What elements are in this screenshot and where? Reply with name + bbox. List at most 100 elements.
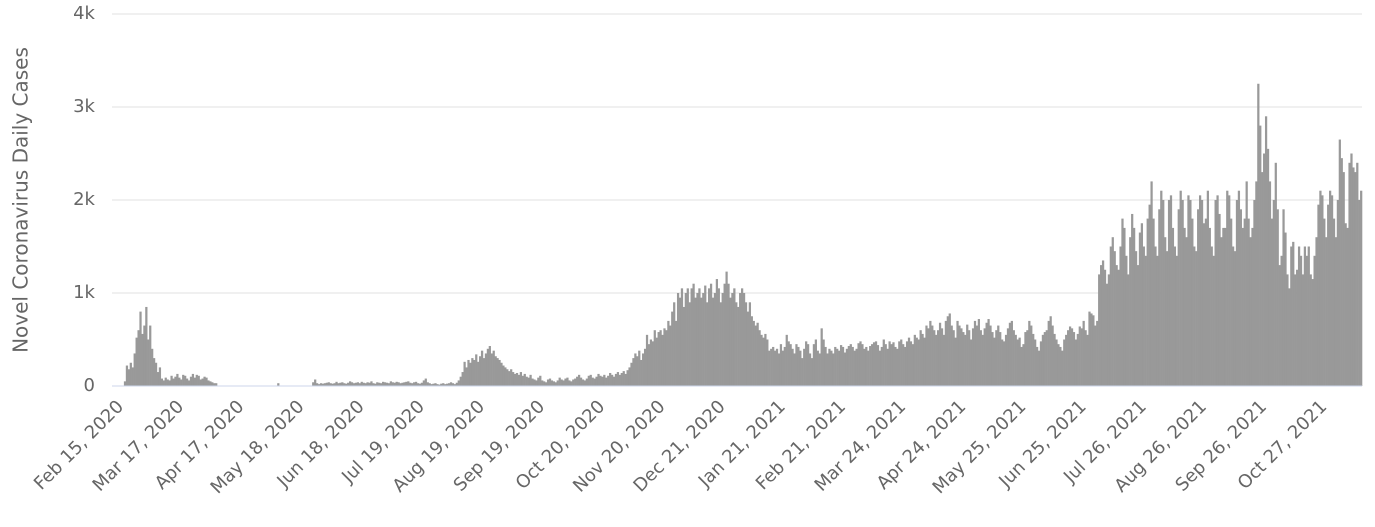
- bar: [744, 302, 748, 386]
- bar: [719, 302, 722, 386]
- bar: [160, 378, 163, 386]
- bar: [702, 293, 705, 386]
- bar: [921, 333, 924, 386]
- bar: [1224, 227, 1227, 386]
- bar: [401, 382, 404, 386]
- bar: [391, 382, 394, 386]
- bar: [735, 302, 738, 386]
- bar: [512, 372, 515, 386]
- bar: [828, 348, 831, 386]
- bar: [1321, 195, 1324, 386]
- bar: [184, 375, 187, 386]
- bar: [1346, 227, 1349, 386]
- bar: [737, 306, 740, 386]
- bar: [892, 342, 895, 386]
- bar: [1138, 232, 1142, 386]
- bar: [925, 325, 928, 386]
- bar: [907, 337, 911, 386]
- bar: [1111, 237, 1114, 386]
- bar: [211, 382, 214, 386]
- bar: [884, 344, 887, 386]
- bar: [915, 337, 918, 386]
- bar: [362, 382, 365, 386]
- bar: [500, 362, 503, 386]
- bar: [1063, 339, 1066, 386]
- bar: [543, 381, 546, 386]
- bar: [525, 376, 528, 386]
- bar: [618, 374, 621, 386]
- bar: [387, 383, 391, 386]
- bar: [1292, 241, 1295, 386]
- bar: [418, 383, 422, 386]
- bar: [605, 377, 608, 386]
- bar: [564, 378, 567, 386]
- bar: [1330, 195, 1334, 386]
- bar: [855, 348, 858, 386]
- bar: [1057, 344, 1060, 386]
- bar: [1162, 200, 1165, 386]
- bar: [781, 350, 784, 386]
- bar: [411, 383, 414, 386]
- bar: [826, 353, 829, 386]
- bar: [504, 367, 507, 386]
- bar: [599, 375, 602, 386]
- bar: [541, 380, 544, 386]
- bar: [603, 374, 606, 386]
- bar: [977, 319, 980, 386]
- bar: [370, 381, 373, 386]
- bar: [554, 382, 557, 386]
- bar: [1179, 190, 1182, 386]
- bar: [773, 350, 777, 386]
- bar: [475, 354, 478, 386]
- bar: [1148, 204, 1151, 386]
- bar: [1117, 269, 1120, 386]
- bar: [612, 376, 616, 386]
- bar: [174, 376, 177, 386]
- bar: [1020, 346, 1023, 386]
- bar: [449, 382, 453, 386]
- bar: [139, 311, 142, 386]
- bar: [791, 348, 794, 386]
- bar: [1183, 227, 1186, 386]
- bar: [673, 302, 676, 386]
- bar: [1010, 320, 1013, 386]
- bar: [917, 339, 920, 386]
- bar: [339, 382, 342, 386]
- bar: [1045, 330, 1048, 386]
- bar: [665, 330, 668, 386]
- bar: [147, 339, 150, 386]
- bar: [671, 311, 674, 386]
- bar: [1072, 332, 1076, 386]
- bar: [1016, 339, 1019, 386]
- bar: [533, 379, 536, 386]
- bar: [874, 341, 878, 386]
- bar: [981, 334, 984, 386]
- bar: [453, 384, 457, 386]
- bar: [1037, 350, 1041, 386]
- bar: [364, 383, 367, 386]
- bar: [123, 381, 127, 386]
- bar: [861, 344, 864, 386]
- bar: [805, 341, 808, 386]
- bar: [841, 346, 845, 386]
- bar: [539, 375, 542, 386]
- bar: [149, 325, 152, 386]
- bar: [954, 337, 957, 386]
- bar: [622, 371, 625, 386]
- bar: [968, 330, 971, 386]
- bar: [1012, 330, 1015, 386]
- bar: [1222, 227, 1225, 386]
- bar: [1146, 218, 1149, 386]
- bar: [721, 293, 724, 386]
- bar: [583, 380, 587, 386]
- bar: [1101, 260, 1105, 386]
- bar: [494, 356, 497, 386]
- bar: [197, 375, 200, 386]
- bar: [1309, 274, 1312, 386]
- bar: [768, 350, 771, 386]
- bar: [750, 316, 753, 386]
- bar: [129, 362, 132, 386]
- bar: [867, 350, 870, 386]
- bar: [1047, 320, 1050, 386]
- bar: [1053, 333, 1056, 386]
